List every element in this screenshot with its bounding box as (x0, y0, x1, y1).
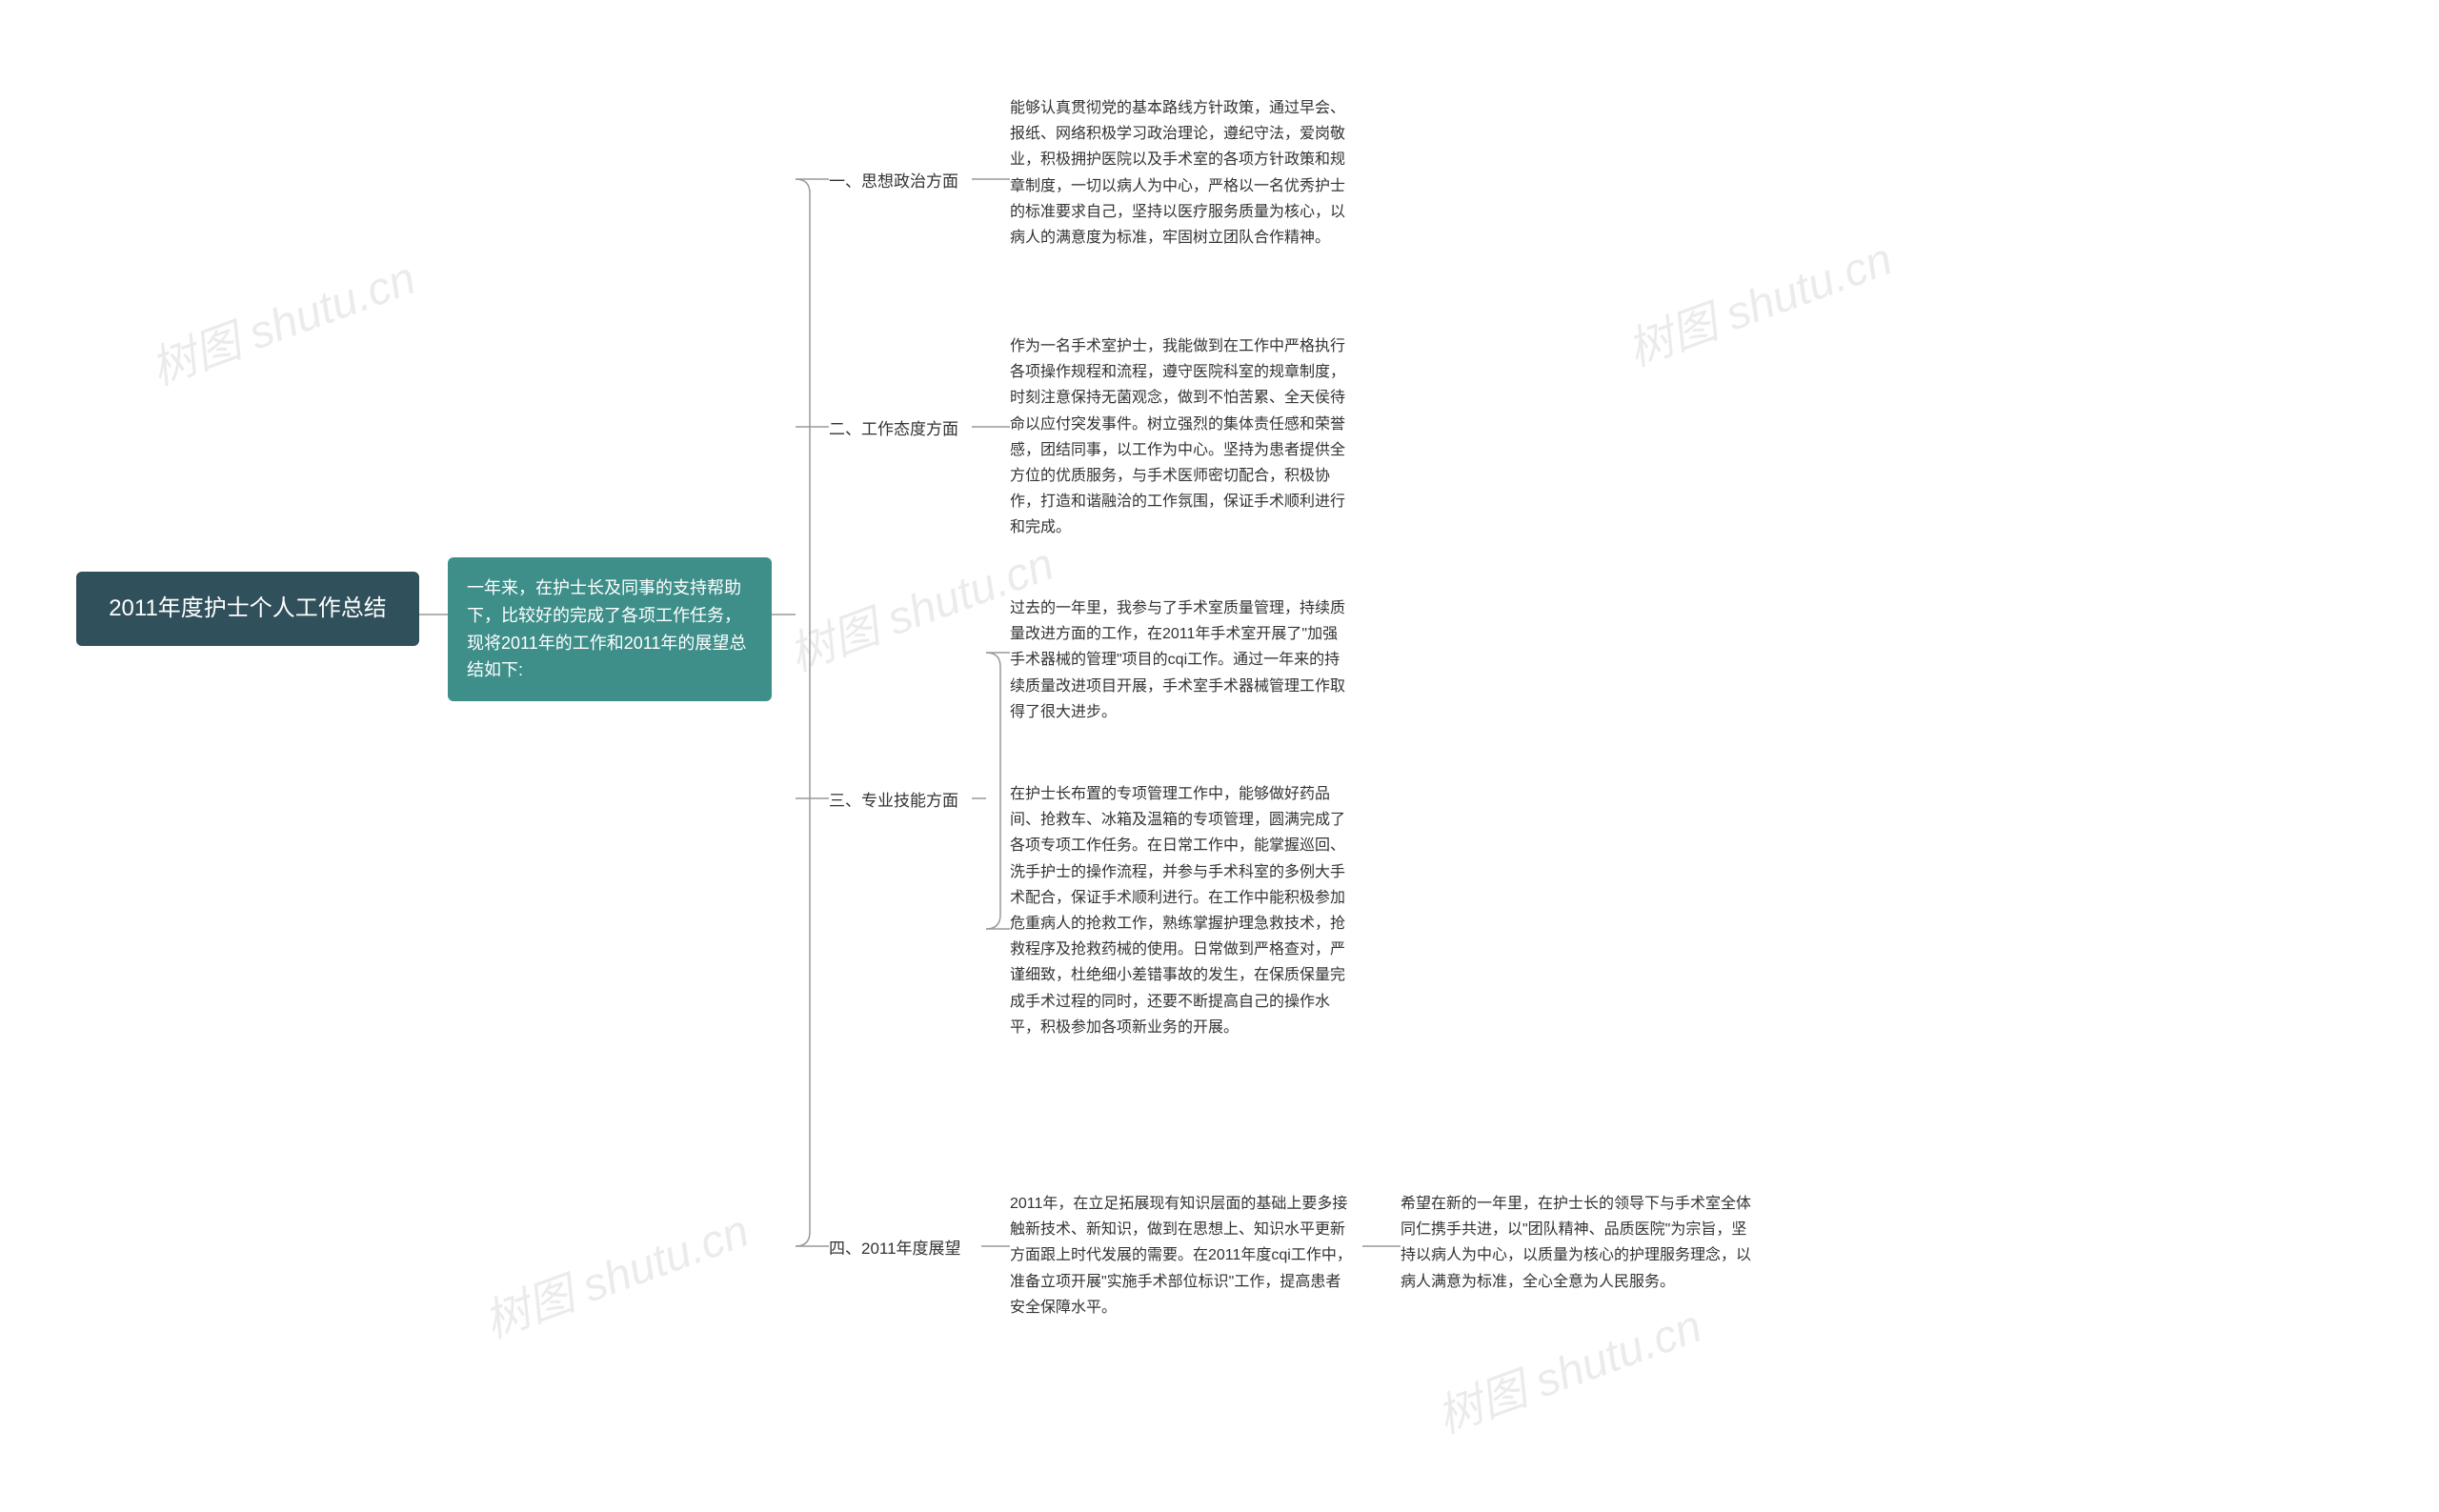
content-node-1-1[interactable]: 能够认真贯彻党的基本路线方针政策，通过早会、报纸、网络积极学习政治理论，遵纪守法… (1010, 95, 1353, 251)
content-text: 希望在新的一年里，在护士长的领导下与手术室全体同仁携手共进，以"团队精神、品质医… (1401, 1196, 1751, 1290)
topic-label: 二、工作态度方面 (829, 420, 958, 438)
content-node-4-1[interactable]: 2011年，在立足拓展现有知识层面的基础上要多接触新技术、新知识，做到在思想上、… (1010, 1191, 1353, 1320)
intro-node[interactable]: 一年来，在护士长及同事的支持帮助下，比较好的完成了各项工作任务，现将2011年的… (448, 557, 772, 701)
content-text: 能够认真贯彻党的基本路线方针政策，通过早会、报纸、网络积极学习政治理论，遵纪守法… (1010, 100, 1345, 246)
mindmap-container: 2011年度护士个人工作总结 一年来，在护士长及同事的支持帮助下，比较好的完成了… (0, 0, 2439, 1512)
content-text: 2011年，在立足拓展现有知识层面的基础上要多接触新技术、新知识，做到在思想上、… (1010, 1196, 1352, 1316)
topic-node-2[interactable]: 二、工作态度方面 (829, 416, 958, 442)
topic-label: 一、思想政治方面 (829, 172, 958, 191)
content-text: 过去的一年里，我参与了手术室质量管理，持续质量改进方面的工作，在2011年手术室… (1010, 600, 1345, 720)
content-node-2-1[interactable]: 作为一名手术室护士，我能做到在工作中严格执行各项操作规程和流程，遵守医院科室的规… (1010, 333, 1353, 541)
topic-node-4[interactable]: 四、2011年度展望 (829, 1236, 961, 1261)
topic-node-1[interactable]: 一、思想政治方面 (829, 169, 958, 194)
root-label: 2011年度护士个人工作总结 (109, 595, 387, 621)
topic-label: 四、2011年度展望 (829, 1240, 961, 1258)
content-node-3-2[interactable]: 在护士长布置的专项管理工作中，能够做好药品间、抢救车、冰箱及温箱的专项管理，圆满… (1010, 781, 1353, 1040)
content-node-3-1[interactable]: 过去的一年里，我参与了手术室质量管理，持续质量改进方面的工作，在2011年手术室… (1010, 595, 1353, 725)
content-node-4-1-1[interactable]: 希望在新的一年里，在护士长的领导下与手术室全体同仁携手共进，以"团队精神、品质医… (1401, 1191, 1753, 1295)
intro-label: 一年来，在护士长及同事的支持帮助下，比较好的完成了各项工作任务，现将2011年的… (467, 578, 746, 679)
root-node[interactable]: 2011年度护士个人工作总结 (76, 572, 419, 646)
topic-node-3[interactable]: 三、专业技能方面 (829, 788, 958, 814)
content-text: 作为一名手术室护士，我能做到在工作中严格执行各项操作规程和流程，遵守医院科室的规… (1010, 338, 1345, 535)
content-text: 在护士长布置的专项管理工作中，能够做好药品间、抢救车、冰箱及温箱的专项管理，圆满… (1010, 786, 1345, 1036)
topic-label: 三、专业技能方面 (829, 792, 958, 810)
